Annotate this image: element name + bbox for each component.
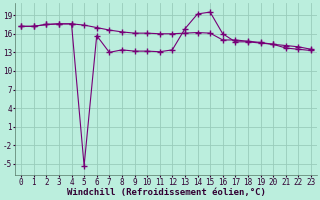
X-axis label: Windchill (Refroidissement éolien,°C): Windchill (Refroidissement éolien,°C) bbox=[67, 188, 266, 197]
